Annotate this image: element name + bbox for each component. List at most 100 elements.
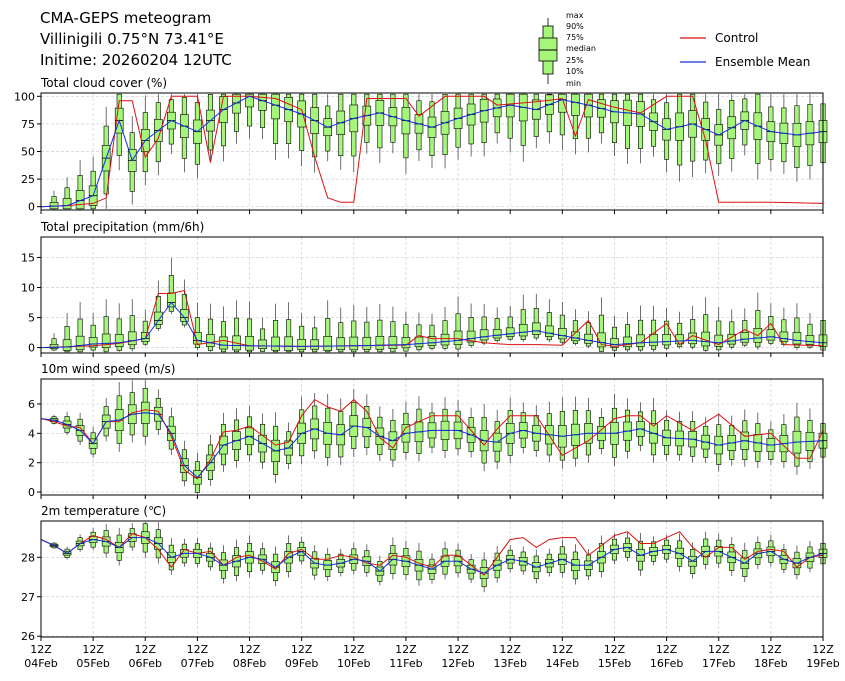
x-tick-day-label: 19Feb: [806, 657, 839, 670]
x-tick-day-label: 06Feb: [129, 657, 162, 670]
box-outer: [247, 318, 253, 353]
box-inner: [766, 329, 776, 341]
panel-title: 10m wind speed (m/s): [41, 362, 175, 376]
box-inner: [206, 334, 215, 347]
x-tick-day-label: 17Feb: [702, 657, 735, 670]
box-inner: [284, 336, 293, 351]
box-inner: [88, 337, 98, 348]
x-tick-hour-label: 12Z: [499, 643, 521, 656]
panel-title: 2m temperature (℃): [41, 504, 166, 518]
y-tick-label: 0: [28, 486, 35, 499]
x-tick-hour-label: 12Z: [82, 643, 104, 656]
box-inner: [75, 190, 85, 210]
box-inner: [114, 334, 124, 347]
box-inner: [453, 330, 463, 345]
box-inner: [623, 336, 632, 348]
x-tick-hour-label: 12Z: [30, 643, 52, 656]
box-outer: [64, 326, 70, 353]
box-inner: [180, 309, 189, 322]
panels: 0 25 50 75 100 Total cloud cover (%) 0 5 10 15 Tot…: [14, 76, 840, 670]
y-tick-label: 26: [21, 630, 35, 643]
y-tick-label: 5: [28, 312, 35, 325]
box-inner: [714, 334, 724, 347]
box-inner: [271, 336, 280, 351]
y-tick-label: 2: [28, 457, 35, 470]
box-inner: [245, 93, 254, 108]
x-tick-hour-label: 12Z: [395, 643, 417, 656]
legend-control-label: Control: [715, 31, 758, 45]
box-inner: [362, 336, 372, 350]
box-outer: [273, 320, 279, 353]
box-inner: [636, 334, 645, 347]
y-tick-label: 28: [21, 551, 35, 564]
box-inner: [584, 333, 593, 344]
box-inner: [323, 336, 333, 351]
box-inner: [558, 93, 567, 113]
box-inner: [310, 339, 320, 350]
box-outer: [286, 319, 292, 353]
box-inner: [466, 330, 476, 343]
box-inner: [610, 338, 619, 348]
x-tick-day-label: 18Feb: [754, 657, 787, 670]
x-tick-day-label: 15Feb: [598, 657, 631, 670]
box-inner: [492, 329, 502, 339]
box-inner: [62, 339, 72, 351]
box-inner: [440, 333, 450, 346]
box-inner: [479, 329, 489, 341]
box-inner: [245, 336, 254, 351]
x-tick-day-label: 16Feb: [650, 657, 683, 670]
box-inner: [349, 336, 359, 351]
x-tick-hour-label: 12Z: [343, 643, 365, 656]
box-legend-p90: 90%: [566, 22, 584, 31]
box-legend-p10: 10%: [566, 67, 584, 76]
ensemble-mean-line: [40, 301, 824, 349]
box-inner: [219, 336, 228, 350]
box-outer: [364, 321, 370, 353]
box-outer: [77, 318, 83, 353]
x-tick-hour-label: 12Z: [604, 643, 626, 656]
ensemble-mean-line: [40, 537, 824, 574]
control-line: [40, 95, 824, 208]
panel-1: 0 25 50 75 100 Total cloud cover (%): [14, 76, 828, 214]
box-inner: [740, 332, 750, 343]
box-inner: [649, 334, 658, 347]
panel-frame: [40, 236, 824, 354]
panel-3: 0 2 4 6 10m wind speed (m/s): [28, 362, 828, 499]
box-legend-p25: 25%: [566, 56, 584, 65]
x-tick-hour-label: 12Z: [552, 643, 574, 656]
ensemble-mean-line: [40, 412, 824, 479]
box-outer: [325, 318, 331, 353]
x-tick-hour-label: 12Z: [447, 643, 469, 656]
x-tick-day-label: 05Feb: [76, 657, 109, 670]
y-tick-label: 50: [21, 146, 35, 159]
x-tick-hour-label: 12Z: [812, 643, 834, 656]
x-tick-hour-label: 12Z: [760, 643, 782, 656]
x-tick-day-label: 08Feb: [233, 657, 266, 670]
y-tick-label: 75: [21, 118, 35, 131]
box-inner: [427, 336, 437, 346]
box-inner: [571, 93, 580, 116]
y-tick-label: 27: [21, 591, 35, 604]
ensemble-mean-line: [40, 95, 824, 208]
series-legend: Control Ensemble Mean: [680, 31, 810, 69]
box-outer: [377, 319, 383, 353]
y-tick-label: 0: [28, 201, 35, 214]
y-tick-label: 10: [21, 281, 35, 294]
x-tick-hour-label: 12Z: [708, 643, 730, 656]
box-inner: [544, 325, 554, 337]
box-inner: [388, 336, 398, 349]
box-inner: [258, 339, 267, 349]
box-legend: max 90% 75% median 25% 10% min: [538, 11, 596, 88]
box-inner: [297, 338, 306, 350]
header-location: Villinigili 0.75°N 73.41°E: [40, 30, 224, 48]
x-tick-day-label: 12Feb: [441, 657, 474, 670]
box-inner: [597, 332, 606, 348]
box-inner: [688, 332, 697, 345]
y-tick-label: 15: [21, 251, 35, 264]
x-tick-day-label: 10Feb: [337, 657, 370, 670]
box-outer: [338, 322, 344, 353]
box-inner: [127, 331, 137, 346]
box-inner: [49, 343, 59, 349]
x-tick-hour-label: 12Z: [291, 643, 313, 656]
